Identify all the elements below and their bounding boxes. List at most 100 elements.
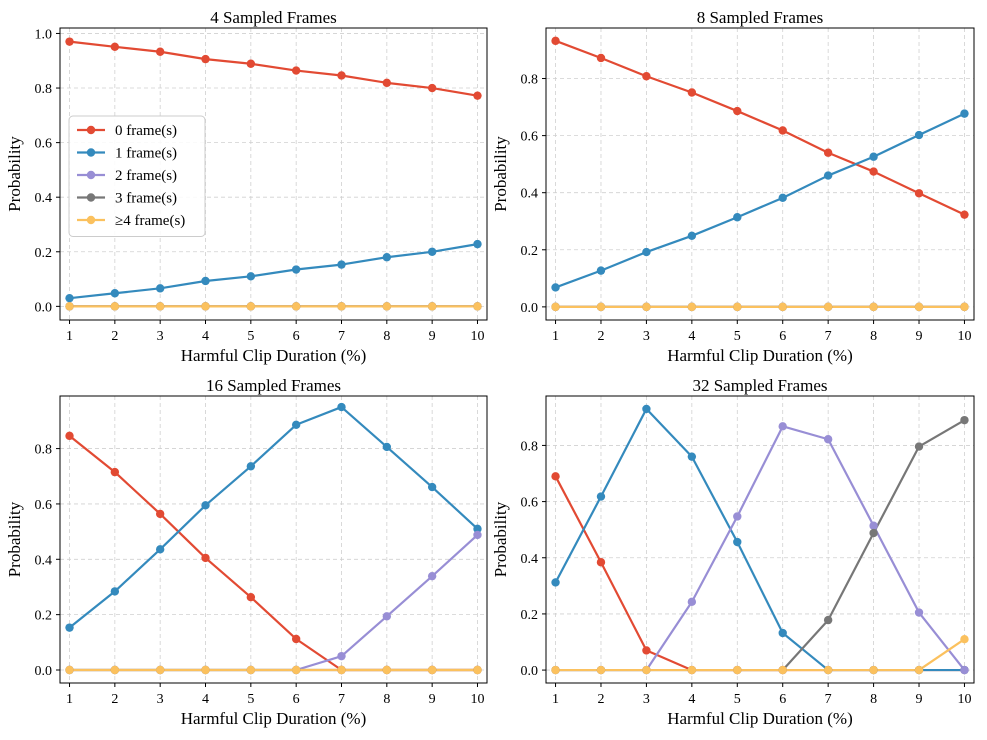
x-tick-label: 8 xyxy=(870,692,877,707)
panel-title: 4 Sampled Frames xyxy=(210,8,337,27)
legend-label-4: ≥4 frame(s) xyxy=(115,213,185,229)
data-point xyxy=(473,524,482,534)
data-point xyxy=(596,302,606,312)
series-line-0 xyxy=(69,40,478,97)
series-line-4 xyxy=(555,638,966,672)
x-tick-label: 4 xyxy=(202,692,209,707)
y-tick-label: 0.2 xyxy=(35,609,53,624)
data-point xyxy=(473,665,482,675)
x-tick-label: 9 xyxy=(916,329,923,344)
legend-label-3: 3 frame(s) xyxy=(115,191,177,207)
data-point xyxy=(823,615,833,625)
series-line-1 xyxy=(69,243,478,300)
data-point xyxy=(246,593,256,602)
chart-panel-0: 1 2 3 4 5 6 7 8 9 10 0.0 0.2 0.4 0.6 0.8 1.0 4 Sampled F… xyxy=(5,8,488,365)
data-point xyxy=(382,442,392,452)
y-tick-label: 0.4 xyxy=(521,187,539,202)
data-point xyxy=(778,422,787,431)
legend-label-1: 1 frame(s) xyxy=(115,146,177,162)
x-tick-label: 9 xyxy=(916,692,923,707)
data-point xyxy=(337,402,346,412)
data-point xyxy=(914,130,924,140)
legend-marker-2 xyxy=(86,170,96,180)
data-point xyxy=(155,509,165,519)
data-point xyxy=(778,193,787,203)
data-point xyxy=(733,302,742,312)
x-axis-label: Harmful Clip Duration (%) xyxy=(181,346,367,365)
data-point xyxy=(687,597,697,607)
legend-marker-4 xyxy=(86,215,96,225)
data-point xyxy=(110,289,120,298)
x-tick-label: 7 xyxy=(825,692,832,707)
data-point xyxy=(110,467,120,477)
axes-frame xyxy=(59,395,488,684)
panel-title: 32 Sampled Frames xyxy=(692,376,827,395)
data-point xyxy=(914,189,924,198)
data-point xyxy=(291,665,301,675)
data-point xyxy=(687,231,697,240)
data-point xyxy=(155,665,165,675)
data-point xyxy=(473,530,482,540)
x-tick-label: 6 xyxy=(293,329,300,344)
data-point xyxy=(110,665,120,675)
data-point xyxy=(733,213,742,222)
data-point xyxy=(778,302,787,312)
data-point xyxy=(110,587,120,596)
data-point xyxy=(733,512,742,521)
y-tick-label: 0.6 xyxy=(35,498,53,513)
series-line-3 xyxy=(555,419,966,672)
data-point xyxy=(337,665,346,675)
x-tick-label: 5 xyxy=(734,692,741,707)
data-point xyxy=(869,521,878,530)
data-point xyxy=(201,501,210,510)
data-point xyxy=(65,37,74,46)
series-line-1 xyxy=(554,407,965,672)
data-point xyxy=(382,253,392,262)
panel-title: 8 Sampled Frames xyxy=(697,8,824,27)
x-tick-label: 10 xyxy=(470,692,484,707)
x-tick-label: 3 xyxy=(643,329,650,344)
data-point xyxy=(155,284,165,293)
data-point xyxy=(551,36,560,46)
x-tick-label: 6 xyxy=(779,692,786,707)
data-point xyxy=(596,558,606,567)
data-point xyxy=(960,415,969,425)
data-point xyxy=(291,265,301,274)
data-point xyxy=(65,302,74,311)
legend-label-2: 2 frame(s) xyxy=(115,168,177,184)
x-tick-label: 6 xyxy=(293,692,300,707)
legend-label-0: 0 frame(s) xyxy=(115,123,177,139)
data-point xyxy=(869,528,878,538)
data-point xyxy=(823,302,833,312)
data-point xyxy=(687,665,697,675)
data-point xyxy=(110,302,120,311)
series-line-2 xyxy=(555,425,966,672)
data-point xyxy=(914,608,924,617)
data-point xyxy=(551,302,560,312)
data-point xyxy=(642,247,651,257)
data-point xyxy=(960,210,969,219)
data-point xyxy=(596,492,606,501)
x-tick-label: 1 xyxy=(552,329,559,344)
x-tick-label: 10 xyxy=(957,692,971,707)
y-tick-label: 0.2 xyxy=(521,608,539,623)
data-point xyxy=(427,302,437,311)
data-point xyxy=(642,646,651,655)
y-tick-label: 0.8 xyxy=(521,439,539,454)
y-axis-label: Probability xyxy=(491,501,510,577)
series-line-0 xyxy=(555,39,965,216)
data-point xyxy=(869,302,878,312)
x-axis-label: Harmful Clip Duration (%) xyxy=(181,709,367,728)
data-point xyxy=(642,404,651,414)
data-point xyxy=(291,420,301,429)
x-tick-label: 6 xyxy=(779,329,786,344)
data-point xyxy=(201,276,210,286)
x-tick-label: 1 xyxy=(66,329,73,344)
x-tick-label: 5 xyxy=(734,329,741,344)
legend-marker-1 xyxy=(86,148,96,157)
data-point xyxy=(201,665,210,675)
y-tick-label: 0.8 xyxy=(521,73,539,88)
x-tick-label: 8 xyxy=(383,692,390,707)
data-point xyxy=(427,482,437,492)
